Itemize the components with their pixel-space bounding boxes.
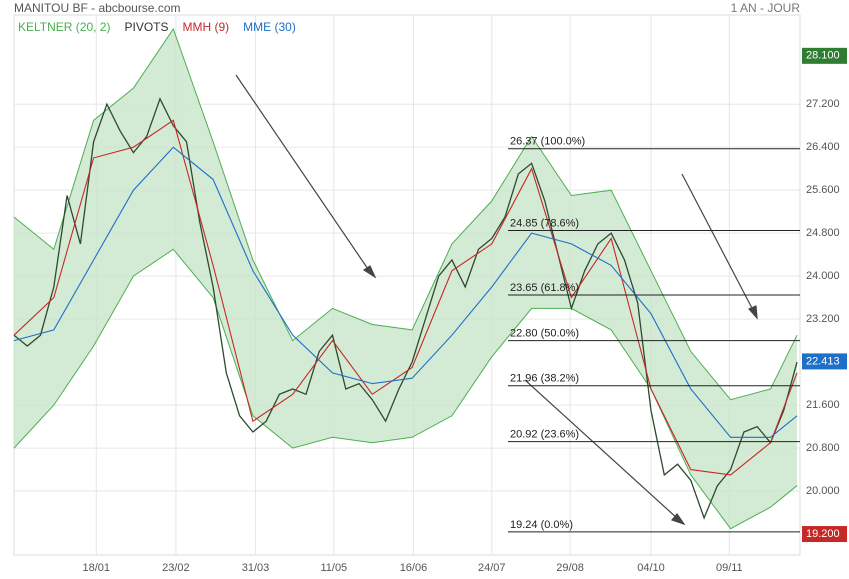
- x-tick-label: 31/03: [242, 562, 270, 574]
- x-tick-label: 09/11: [716, 562, 743, 574]
- x-tick-label: 11/05: [320, 562, 347, 574]
- period: 1 AN - JOUR: [731, 1, 801, 15]
- x-tick-label: 04/10: [637, 562, 665, 574]
- fib-label: 26.37 (100.0%): [510, 136, 585, 148]
- fib-label: 24.85 (78.6%): [510, 217, 579, 229]
- x-tick-label: 16/06: [400, 562, 428, 574]
- y-tick-label: 20.800: [806, 442, 840, 454]
- price-tag-label: 28.100: [806, 50, 840, 62]
- y-tick-label: 23.200: [806, 313, 840, 325]
- y-tick-label: 25.600: [806, 184, 840, 196]
- y-tick-label: 24.800: [806, 227, 840, 239]
- y-tick-label: 20.000: [806, 485, 840, 497]
- fib-label: 20.92 (23.6%): [510, 429, 579, 441]
- fib-label: 23.65 (61.8%): [510, 282, 579, 294]
- x-tick-label: 23/02: [162, 562, 190, 574]
- price-tag-label: 19.200: [806, 528, 840, 540]
- y-tick-label: 24.000: [806, 270, 840, 282]
- fib-label: 22.80 (50.0%): [510, 328, 579, 340]
- fib-label: 19.24 (0.0%): [510, 519, 573, 531]
- chart-title: MANITOU BF - abcbourse.com: [14, 1, 181, 15]
- legend-entry: KELTNER (20, 2): [18, 20, 110, 34]
- y-tick-label: 26.400: [806, 141, 840, 153]
- fib-label: 21.96 (38.2%): [510, 373, 579, 385]
- y-tick-label: 27.200: [806, 98, 840, 110]
- indicator-line: [13, 146, 798, 438]
- x-tick-label: 18/01: [83, 562, 111, 574]
- legend-entry: MME (30): [243, 20, 296, 34]
- x-tick-label: 29/08: [556, 562, 584, 574]
- price-tag: [802, 526, 847, 543]
- indicator-line: [13, 119, 798, 476]
- legend-entry: PIVOTS: [124, 20, 168, 34]
- x-tick-label: 24/07: [478, 562, 506, 574]
- keltner-upper: [13, 27, 798, 401]
- y-tick-label: 21.600: [806, 399, 840, 411]
- keltner-lower: [13, 248, 798, 530]
- price-tag: [802, 353, 847, 370]
- price-tag-label: 22.413: [806, 355, 840, 367]
- price-tag: [802, 47, 847, 64]
- keltner-band: [14, 29, 797, 529]
- legend-entry: MMH (9): [183, 20, 230, 34]
- arrows: [235, 74, 758, 526]
